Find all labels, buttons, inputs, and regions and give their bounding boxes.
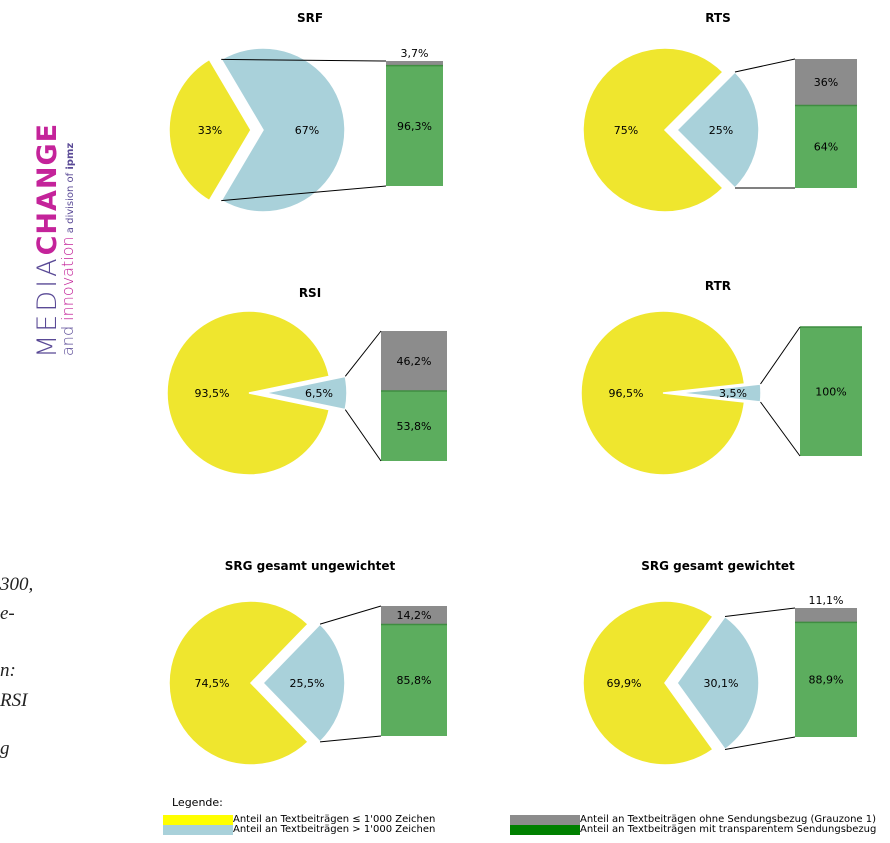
pie-label: 25,5%: [290, 677, 325, 690]
pie-slice-lightblue: [676, 615, 760, 751]
legend-title: Legende:: [172, 796, 223, 809]
pie-label: 30,1%: [704, 677, 739, 690]
pie-label: 75%: [614, 124, 638, 137]
pie-slice-lightblue: [220, 47, 346, 213]
connector-line: [221, 185, 387, 202]
bar-segment-green: [381, 391, 447, 461]
pie-slice-yellow: [582, 47, 725, 213]
chart-title: SRG gesamt ungewichtet: [225, 559, 396, 573]
connector-line: [734, 58, 796, 73]
connector-line: [760, 326, 801, 385]
side-text-line: e-: [0, 603, 15, 624]
pie-label: 69,9%: [607, 677, 642, 690]
pie-slice-yellow: [166, 310, 331, 476]
legend-swatch-yellow: [163, 815, 233, 825]
side-text-line: RSI: [0, 690, 28, 711]
legend-item: Anteil an Textbeiträgen > 1'000 Zeichen: [233, 824, 436, 835]
connector-line: [724, 607, 796, 618]
bar-segment-gray: [795, 59, 857, 106]
bar-label: 46,2%: [397, 355, 432, 368]
connector-line: [319, 605, 382, 625]
bar-label: 88,9%: [809, 674, 844, 687]
connector-line: [724, 736, 796, 750]
bar-segment-green: [795, 622, 857, 737]
pie-slice-lightblue: [678, 383, 762, 403]
connector-line: [344, 330, 382, 377]
chart-title: RTS: [705, 11, 731, 25]
pie-label: 93,5%: [195, 387, 230, 400]
pie-slice-lightblue: [675, 70, 760, 190]
bar-label: 11,1%: [809, 594, 844, 607]
bar-label: 64%: [814, 141, 838, 154]
bar-segment-gray: [386, 61, 443, 66]
legend-swatch-green: [510, 825, 580, 835]
chart-title: SRF: [297, 11, 323, 25]
pie-slice-lightblue: [264, 375, 348, 411]
pie-label: 33%: [198, 124, 222, 137]
pie-label: 74,5%: [195, 677, 230, 690]
pie-slice-yellow: [168, 600, 310, 766]
bar-label: 85,8%: [397, 674, 432, 687]
legend-item: Anteil an Textbeiträgen ohne Sendungsbez…: [580, 814, 876, 825]
bar-label: 36%: [814, 76, 838, 89]
chart-title: RSI: [299, 286, 321, 300]
pie-label: 96,5%: [609, 387, 644, 400]
legend-item: Anteil an Textbeiträgen mit transparente…: [580, 824, 877, 835]
bar-segment-green: [800, 327, 862, 456]
bar-segment-gray: [381, 606, 447, 625]
bar-label: 96,3%: [397, 120, 432, 133]
pie-label: 6,5%: [305, 387, 333, 400]
pie-slice-lightblue: [261, 623, 346, 743]
bar-segment-green: [795, 105, 857, 188]
side-text-line: 300,: [0, 574, 34, 595]
bar-label: 14,2%: [397, 609, 432, 622]
bar-segment-green: [381, 624, 447, 736]
bar-segment-gray: [795, 608, 857, 623]
bar-segment-green: [386, 65, 443, 186]
side-text-line: n:: [0, 660, 16, 681]
bar-label: 3,7%: [401, 47, 429, 60]
pie-label: 3,5%: [719, 387, 747, 400]
chart-title: RTR: [705, 279, 731, 293]
legend-item: Anteil an Textbeiträgen ≤ 1'000 Zeichen: [233, 814, 436, 825]
connector-line: [320, 735, 382, 743]
pie-slice-yellow: [580, 310, 746, 476]
connector-line: [344, 409, 382, 462]
pie-slice-yellow: [168, 58, 252, 202]
pie-label: 67%: [295, 124, 319, 137]
legend-swatch-lightblue: [163, 825, 233, 835]
bar-label: 100%: [815, 386, 846, 399]
pie-slice-yellow: [582, 600, 715, 766]
connector-line: [760, 401, 801, 457]
bar-label: 53,8%: [397, 420, 432, 433]
pie-label: 25%: [709, 124, 733, 137]
side-text-line: g: [0, 738, 10, 759]
connector-line: [221, 58, 387, 62]
legend-swatch-gray: [510, 815, 580, 825]
chart-title: SRG gesamt gewichtet: [641, 559, 795, 573]
bar-segment-gray: [381, 331, 447, 392]
